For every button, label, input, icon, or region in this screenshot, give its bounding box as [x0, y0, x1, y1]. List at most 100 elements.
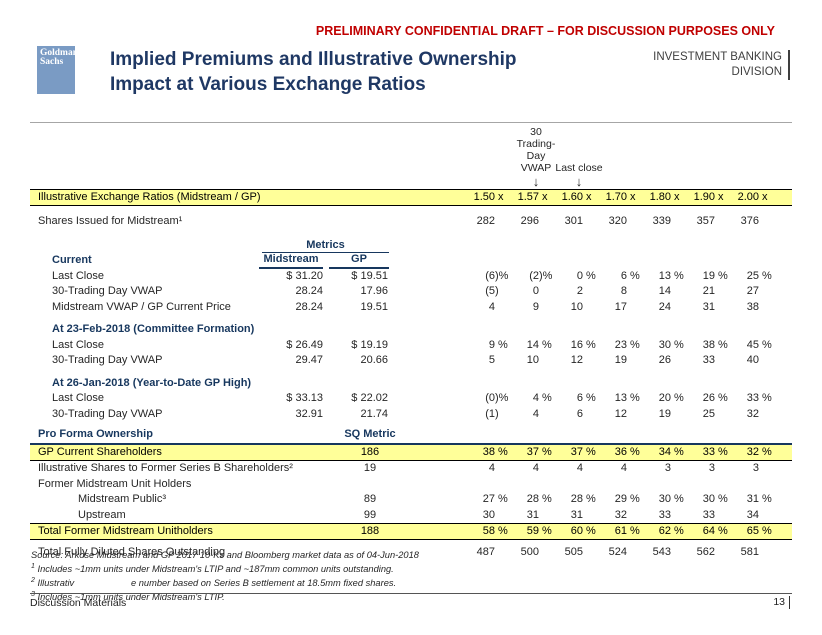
- value-number: 34: [658, 446, 671, 458]
- value-cell: 562: [684, 545, 728, 561]
- value-cell: 14%: [508, 338, 552, 354]
- value-suffix: [583, 214, 596, 230]
- value-suffix: %: [674, 525, 684, 537]
- value-grid: (5) 0 2 8 14 21 27: [464, 284, 772, 300]
- value-cell: 0%: [552, 269, 596, 285]
- value-number: 3: [664, 462, 671, 474]
- page-title: Implied Premiums and Illustrative Owners…: [110, 47, 517, 97]
- value-number: 2.00: [737, 191, 759, 203]
- value-number: 26: [658, 354, 671, 366]
- section-header: At 23-Feb-2018 (Committee Formation): [52, 323, 255, 335]
- value-number: 23: [614, 338, 627, 351]
- footnote-2: 2 Illustrativ e number based on Series B…: [31, 575, 776, 589]
- value-suffix: [671, 300, 684, 316]
- value-cell: 65%: [728, 524, 772, 539]
- value-number: 4: [488, 300, 495, 313]
- value-suffix: x: [630, 191, 636, 203]
- value-number: 6: [620, 269, 627, 282]
- table-row: 30-Trading Day VWAP 32.91 21.74 (1) 4 6 12 19 25…: [30, 407, 792, 423]
- value-cell: 31: [552, 508, 596, 524]
- value-suffix: [671, 214, 684, 230]
- value-number: 34: [746, 508, 759, 521]
- value-grid: 487 500 505 524 543 562 581: [464, 545, 772, 561]
- value-number: 0: [532, 285, 539, 297]
- value-number: 37: [570, 446, 583, 458]
- value-cell: 37%: [508, 445, 552, 460]
- value-suffix: [539, 508, 552, 524]
- value-number: 37: [526, 446, 539, 458]
- section-header: Current: [52, 253, 92, 266]
- value-number: 8: [620, 285, 627, 297]
- footnote-3: 3 Includes ~1mm units under Midstream's …: [31, 589, 776, 603]
- value-number: 12: [614, 407, 627, 420]
- row-label: Last Close: [52, 392, 104, 404]
- value-number: 24: [658, 300, 671, 313]
- value-cell: 3: [684, 461, 728, 477]
- value-number: 4: [532, 407, 539, 420]
- footnotes: Source: Arkose Midstream and GP 2017 10-…: [31, 550, 776, 603]
- sq-metric-header: SQ Metric: [344, 428, 396, 440]
- value-suffix: x: [586, 191, 592, 203]
- value-number: 29: [614, 493, 627, 505]
- value-cell: 10: [508, 353, 552, 369]
- value-number: 59: [526, 525, 539, 537]
- value-cell: 45%: [728, 338, 772, 354]
- value-suffix: [715, 284, 728, 300]
- value-suffix: %: [630, 493, 640, 505]
- value-suffix: [759, 300, 772, 316]
- annotation-line: Trading-: [516, 138, 556, 150]
- value-number: 543: [652, 546, 671, 558]
- value-suffix: %: [762, 446, 772, 458]
- value-cell: 36%: [596, 445, 640, 460]
- value-suffix: %: [718, 493, 728, 505]
- value-cell: 6%: [552, 391, 596, 407]
- value-cell: 0: [508, 284, 552, 300]
- table-row: At 23-Feb-2018 (Committee Formation): [30, 322, 792, 338]
- value-grid: 27% 28% 28% 29% 30% 30% 31%: [464, 492, 772, 508]
- value-suffix: %: [718, 525, 728, 537]
- table-row: Metrics: [30, 239, 792, 253]
- metric-value-gp: 21.74: [360, 407, 388, 420]
- value-cell: 339: [640, 214, 684, 230]
- row-label: Illustrative Exchange Ratios (Midstream …: [38, 191, 261, 203]
- value-cell: 33%: [684, 445, 728, 460]
- value-number: 9: [488, 338, 495, 351]
- value-number: 30: [702, 493, 715, 505]
- arrow-down-icon: ↓: [532, 174, 540, 189]
- value-number: 2: [576, 285, 583, 297]
- value-number: 6: [576, 407, 583, 420]
- value-number: 3: [708, 462, 715, 474]
- value-cell: 357: [684, 214, 728, 230]
- value-number: 4: [488, 462, 495, 474]
- footer-title: Discussion Materials: [30, 597, 127, 609]
- value-number: 9: [532, 300, 539, 313]
- metrics-col-header-midstream: Midstream: [259, 253, 323, 269]
- metrics-col-header-gp: GP: [329, 253, 389, 269]
- annotation-line: VWAP: [520, 162, 552, 174]
- value-number: 500: [520, 546, 539, 558]
- value-number: 3: [752, 462, 759, 474]
- value-cell: 62%: [640, 524, 684, 539]
- metric-value-gp: $ 22.02: [351, 392, 388, 404]
- value-cell: 19: [640, 407, 684, 423]
- value-suffix: )%: [539, 269, 553, 282]
- value-suffix: [539, 353, 552, 369]
- value-cell: 28%: [508, 492, 552, 508]
- value-cell: 14: [640, 284, 684, 300]
- value-suffix: %: [630, 338, 640, 351]
- value-suffix: %: [674, 338, 684, 351]
- value-number: 1.80: [649, 191, 671, 203]
- value-grid: 30 31 31 32 33 33 34: [464, 508, 772, 524]
- value-suffix: %: [674, 269, 684, 282]
- value-suffix: [715, 407, 728, 423]
- value-cell: 21: [684, 284, 728, 300]
- value-cell: 58%: [464, 524, 508, 539]
- value-number: 4: [532, 392, 539, 404]
- value-number: 31: [702, 300, 715, 313]
- annotation-line: Day: [526, 150, 546, 162]
- footnote-1: 1 Includes ~1mm units under Midstream's …: [31, 561, 776, 575]
- metric-value-midstream: 28.24: [295, 300, 323, 313]
- value-suffix: [627, 461, 640, 477]
- value-suffix: %: [762, 493, 772, 505]
- value-cell: 487: [464, 545, 508, 561]
